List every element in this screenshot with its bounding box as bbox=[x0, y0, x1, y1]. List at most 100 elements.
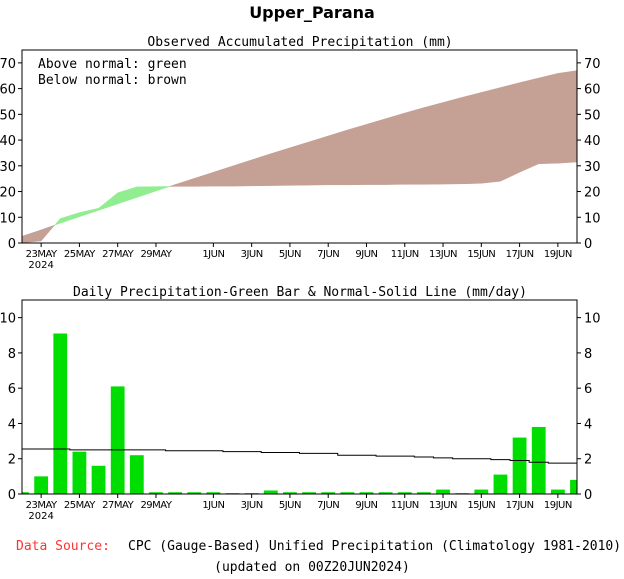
y-tick-label-right: 0 bbox=[584, 237, 592, 252]
x-tick-label: 3JUN bbox=[241, 500, 263, 511]
y-tick-label: 20 bbox=[0, 186, 16, 201]
precip-bar bbox=[474, 489, 489, 494]
precip-bar bbox=[91, 465, 106, 494]
y-tick-label: 4 bbox=[8, 417, 16, 432]
y-tick-label: 50 bbox=[0, 108, 16, 123]
below-normal-area bbox=[193, 171, 214, 187]
x-tick-label: 19JUN bbox=[544, 249, 572, 260]
x-tick-label: 11JUN bbox=[391, 249, 419, 260]
below-normal-area bbox=[404, 107, 425, 185]
x-tick-label: 15JUN bbox=[467, 500, 495, 511]
x-tick-label: 5JUN bbox=[279, 500, 301, 511]
precip-bar bbox=[570, 479, 577, 494]
normal-line bbox=[22, 448, 577, 464]
legend-above: Above normal: green bbox=[38, 57, 187, 72]
precip-bar bbox=[187, 492, 202, 494]
below-normal-area bbox=[461, 92, 482, 185]
below-normal-area bbox=[213, 165, 233, 187]
page-title: Upper_Parana bbox=[249, 3, 375, 22]
x-tick-label: 9JUN bbox=[355, 249, 377, 260]
x-tick-label: 19JUN bbox=[544, 500, 572, 511]
x-tick-label: 13JUN bbox=[429, 249, 457, 260]
below-normal-area bbox=[366, 118, 386, 185]
below-normal-area bbox=[270, 147, 291, 186]
x-tick-label: 13JUN bbox=[429, 500, 457, 511]
y-tick-label: 70 bbox=[0, 57, 16, 72]
below-normal-area bbox=[557, 70, 578, 164]
bottom-chart-title: Daily Precipitation-Green Bar & Normal-S… bbox=[73, 285, 527, 300]
below-normal-area bbox=[347, 124, 367, 186]
precip-bar bbox=[302, 492, 316, 494]
y-tick-label: 60 bbox=[0, 83, 16, 98]
y-tick-label-right: 4 bbox=[584, 417, 592, 432]
y-tick-label: 2 bbox=[8, 453, 16, 468]
x-tick-label: 7JUN bbox=[317, 249, 339, 260]
y-tick-label: 6 bbox=[8, 382, 16, 397]
x-tick-label: 7JUN bbox=[317, 500, 339, 511]
legend-below: Below normal: brown bbox=[38, 73, 187, 88]
x-tick-label: 17JUN bbox=[506, 249, 534, 260]
below-normal-area bbox=[169, 184, 176, 187]
precip-bar bbox=[206, 492, 221, 494]
data-source-label: Data Source: bbox=[16, 539, 110, 554]
y-tick-label: 30 bbox=[0, 160, 16, 175]
below-normal-area bbox=[519, 77, 539, 173]
plot-frame bbox=[21, 49, 578, 244]
precip-bar bbox=[129, 455, 144, 494]
x-tick-label: 9JUN bbox=[355, 500, 377, 511]
below-normal-area bbox=[442, 97, 463, 185]
below-normal-area bbox=[423, 102, 444, 185]
precip-bar bbox=[378, 492, 393, 494]
precip-bar bbox=[168, 492, 182, 494]
y-tick-label-right: 60 bbox=[584, 83, 601, 98]
y-tick-label-right: 2 bbox=[584, 453, 592, 468]
x-year-label: 2024 bbox=[28, 260, 53, 271]
y-tick-label: 10 bbox=[0, 312, 16, 327]
precip-bar bbox=[397, 492, 412, 494]
x-tick-label: 27MAY bbox=[102, 249, 134, 260]
bars-group bbox=[22, 333, 577, 494]
x-tick-label: 1JUN bbox=[202, 249, 224, 260]
y-tick-label-right: 10 bbox=[584, 211, 601, 226]
precip-bar bbox=[436, 489, 450, 494]
y-tick-label: 0 bbox=[8, 488, 16, 503]
precip-bar bbox=[512, 437, 527, 494]
x-tick-label: 3JUN bbox=[241, 249, 263, 260]
x-tick-label: 17JUN bbox=[506, 500, 534, 511]
below-normal-area bbox=[308, 135, 329, 186]
top-chart-title: Observed Accumulated Precipitation (mm) bbox=[147, 35, 452, 50]
y-tick-label: 8 bbox=[8, 347, 16, 362]
below-normal-area bbox=[174, 178, 195, 187]
precip-bar bbox=[53, 333, 68, 494]
x-tick-label: 23MAY bbox=[26, 500, 58, 511]
below-normal-area bbox=[289, 141, 310, 186]
data-source-text: CPC (Gauge-Based) Unified Precipitation … bbox=[128, 539, 621, 554]
y-tick-label: 40 bbox=[0, 134, 16, 149]
precip-bar bbox=[34, 476, 49, 494]
y-tick-label-right: 6 bbox=[584, 382, 592, 397]
y-tick-label-right: 0 bbox=[584, 488, 592, 503]
below-normal-area bbox=[538, 73, 559, 164]
below-normal-area bbox=[40, 224, 56, 242]
precip-bar bbox=[321, 492, 336, 494]
above-normal-area bbox=[155, 186, 170, 192]
below-normal-area bbox=[481, 87, 501, 184]
y-tick-label-right: 70 bbox=[584, 57, 601, 72]
y-tick-label: 10 bbox=[0, 211, 16, 226]
precip-bar bbox=[340, 492, 355, 494]
x-tick-label: 29MAY bbox=[140, 249, 172, 260]
x-tick-label: 23MAY bbox=[26, 249, 58, 260]
above-normal-area bbox=[136, 186, 157, 198]
below-normal-area bbox=[500, 82, 520, 182]
x-tick-label: 1JUN bbox=[202, 500, 224, 511]
precip-bar bbox=[493, 474, 508, 494]
x-tick-label: 15JUN bbox=[467, 249, 495, 260]
precip-bar bbox=[359, 492, 374, 494]
precip-bar bbox=[283, 492, 297, 494]
above-normal-area bbox=[53, 217, 61, 226]
above-normal-area bbox=[117, 186, 138, 205]
y-tick-label-right: 20 bbox=[584, 186, 601, 201]
y-tick-label: 0 bbox=[8, 237, 16, 252]
